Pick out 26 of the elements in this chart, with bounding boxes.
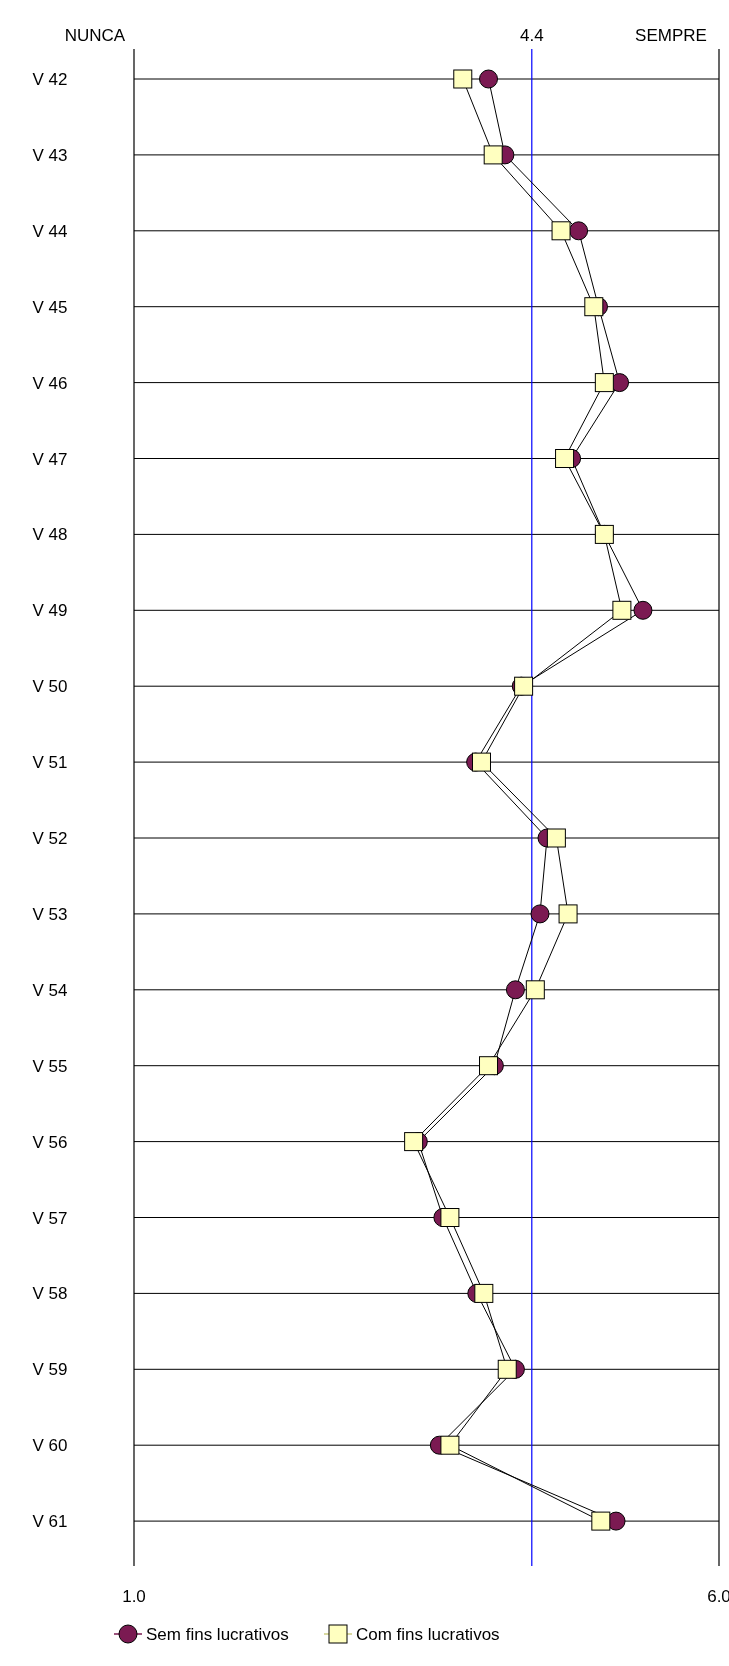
- y-tick-label: V 42: [32, 70, 68, 89]
- y-tick-label: V 60: [32, 1436, 68, 1456]
- y-tick-label: V 56: [32, 1132, 68, 1152]
- text: NUNCA: [64, 26, 126, 45]
- y-tick-label: V 61: [32, 1512, 68, 1532]
- y-tick-label: V 59: [32, 1360, 68, 1380]
- y-tick-label: V 48: [32, 525, 68, 545]
- y-tick-label: V 46: [32, 373, 68, 393]
- y-tick-label: V 47: [32, 449, 68, 469]
- text: SEMPRE: [635, 26, 707, 45]
- y-tick-label: V 58: [32, 1284, 68, 1304]
- y-tick-label: V 52: [32, 829, 68, 848]
- x-tick-label: 1.0: [122, 1587, 146, 1607]
- y-tick-label: V 57: [32, 1208, 68, 1228]
- y-tick-label: V 49: [32, 601, 68, 621]
- y-tick-label: V 54: [32, 980, 68, 1000]
- legend-label: Com fins lucrativos: [356, 1625, 500, 1644]
- y-tick-label: V 45: [32, 297, 68, 317]
- y-tick-label: V 55: [32, 1056, 68, 1076]
- y-tick-label: V 50: [32, 677, 68, 697]
- y-tick-label: V 43: [32, 145, 68, 165]
- y-tick-label: V 44: [32, 221, 68, 241]
- ref-line-label: 4.4: [519, 26, 544, 45]
- legend-label: Sem fins lucrativos: [146, 1625, 289, 1644]
- y-tick-label: V 51: [32, 753, 68, 773]
- y-tick-label: V 53: [32, 904, 68, 924]
